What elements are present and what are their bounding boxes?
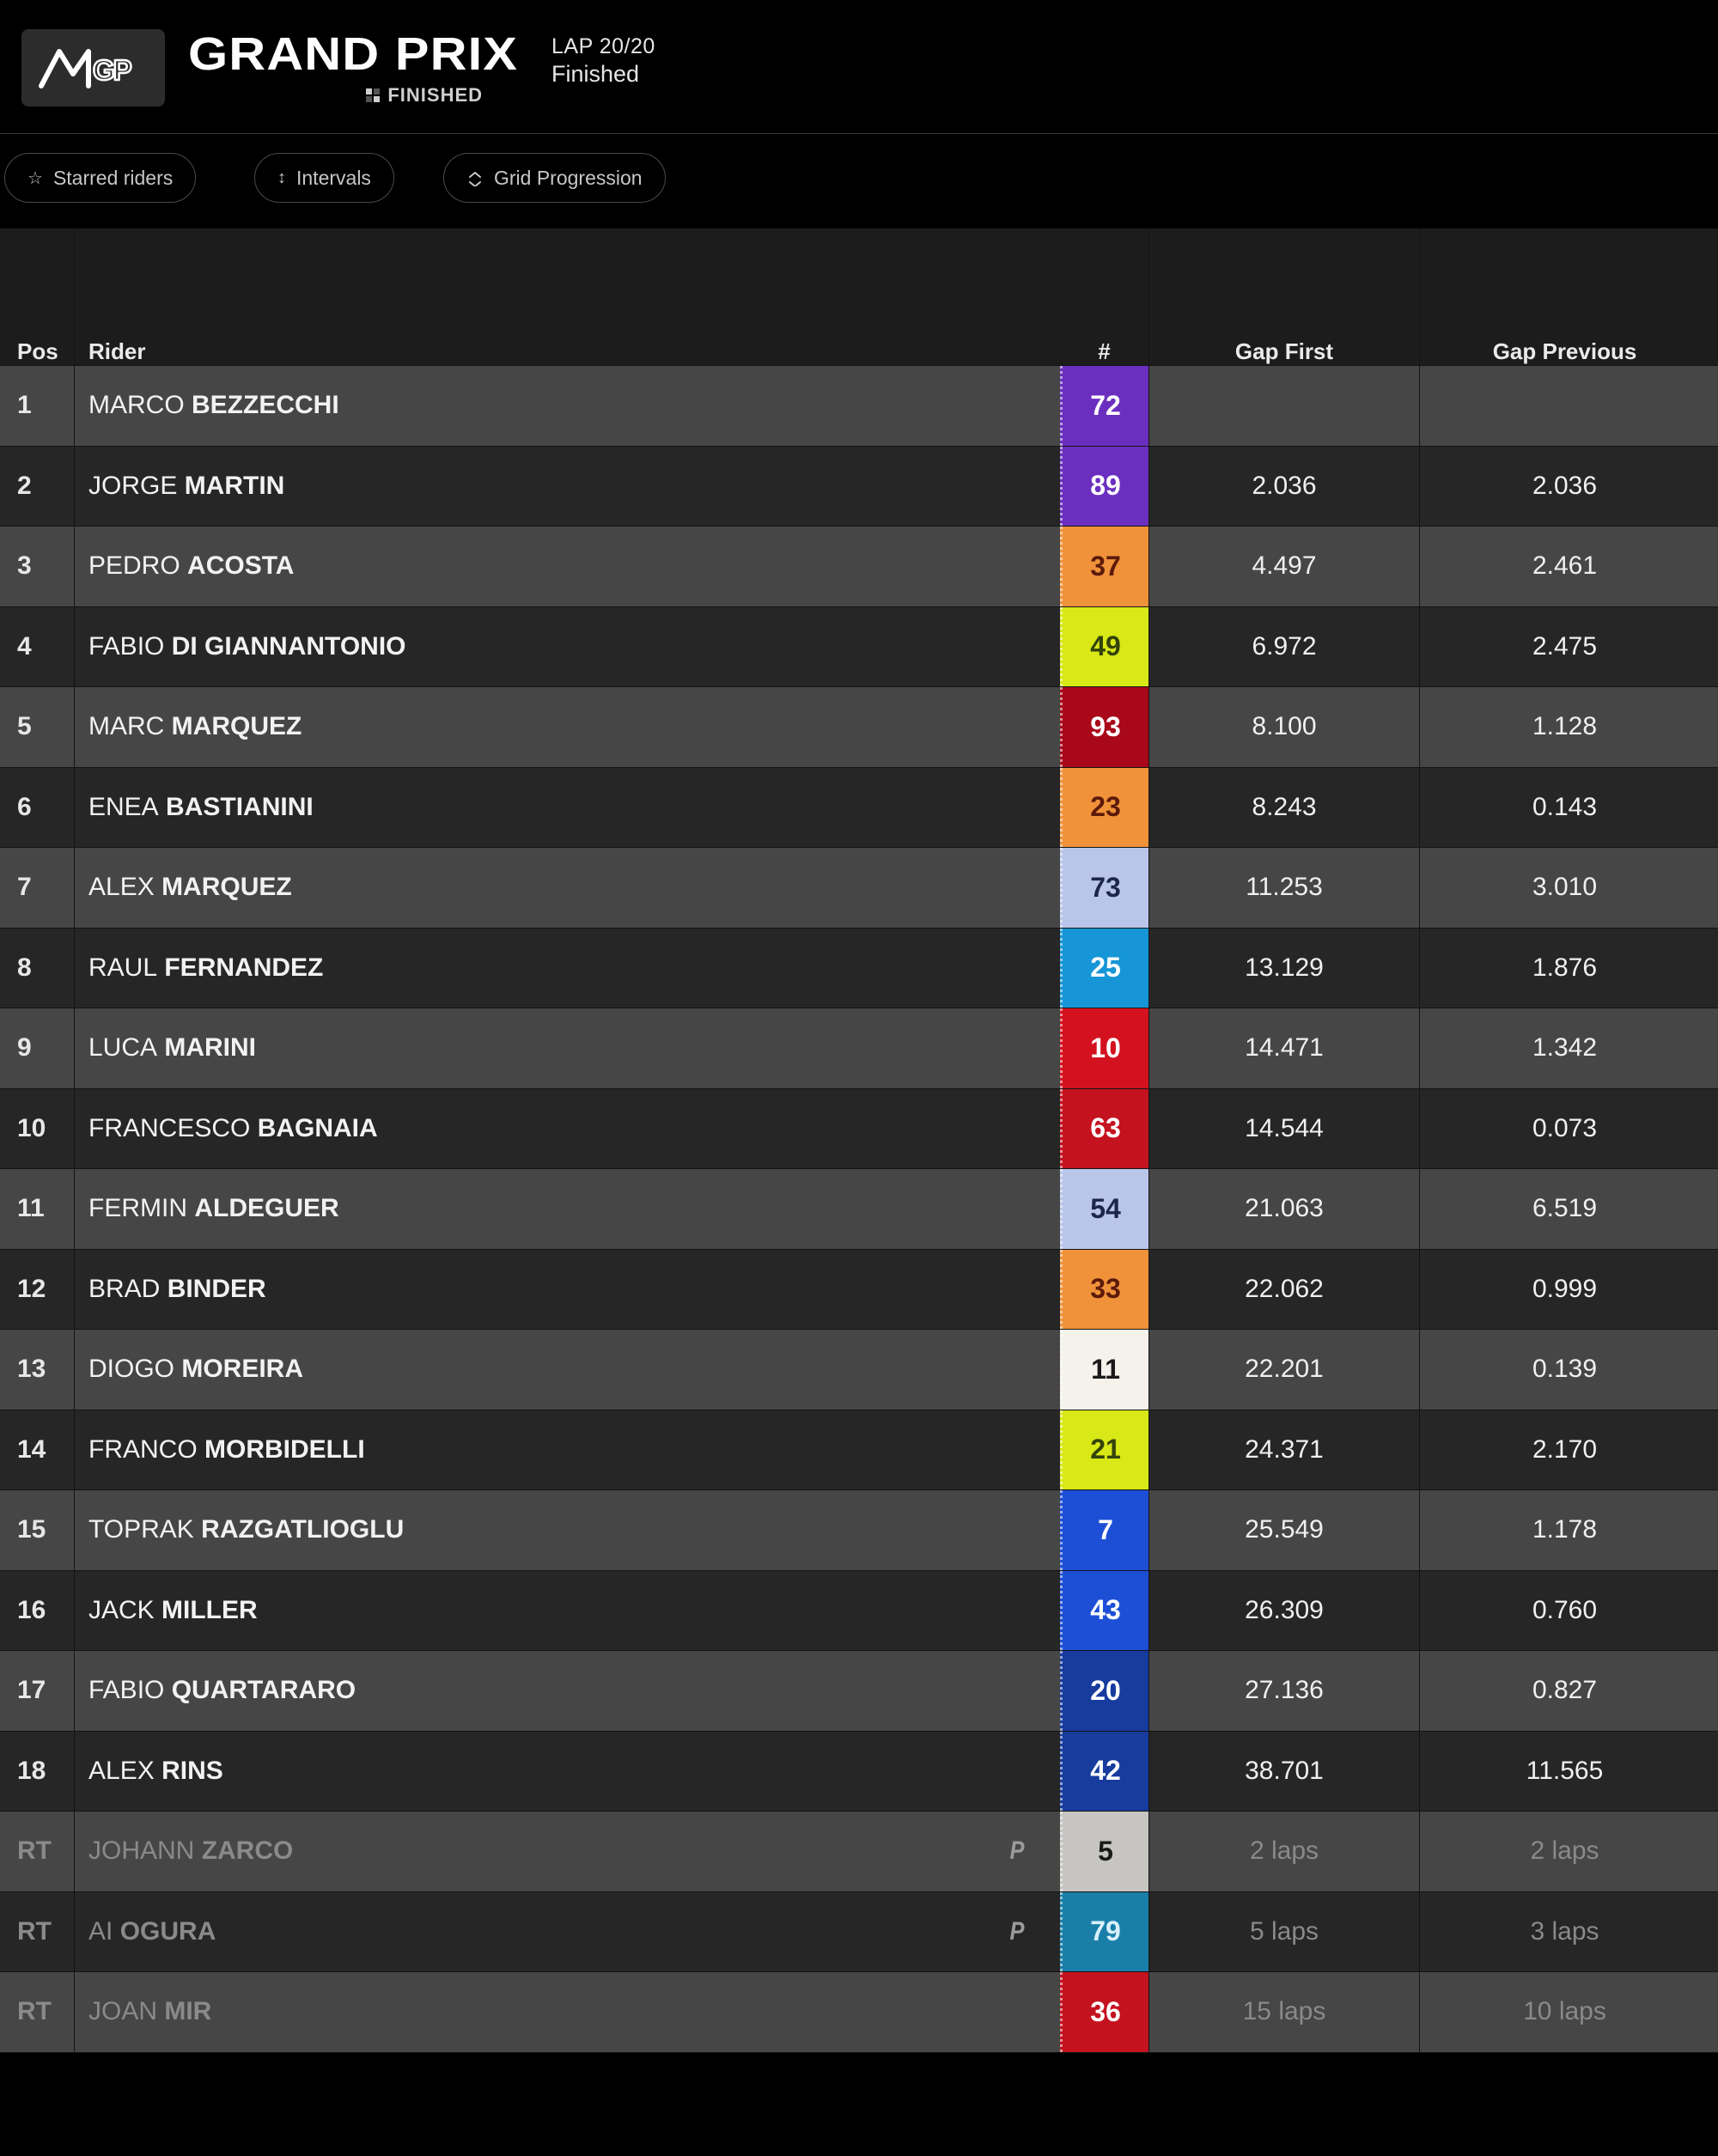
- svg-text:GP: GP: [93, 54, 131, 86]
